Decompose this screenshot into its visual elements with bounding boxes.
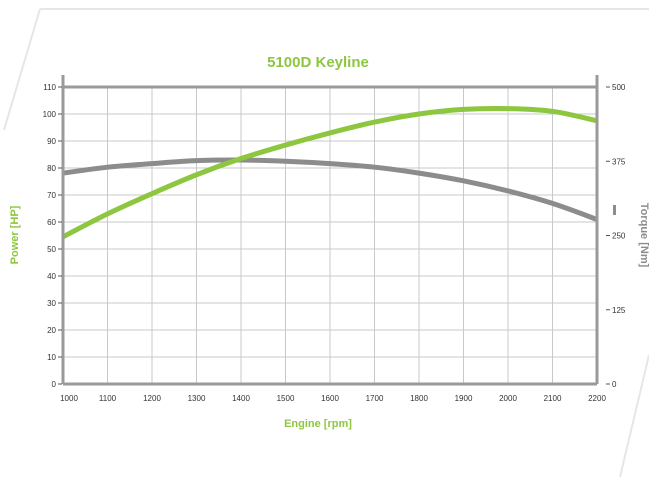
frame-left-slant	[3, 8, 41, 131]
x-axis-title: Engine [rpm]	[284, 418, 352, 430]
right-tick-label: 375	[612, 157, 626, 166]
x-axis-ticks: 1000 1100 1200 1300 1400 1500 1600 1700 1800 1900…	[60, 394, 606, 403]
plot-grid	[62, 86, 598, 385]
left-tick-label: 80	[47, 164, 56, 173]
right-axis-marker	[613, 205, 616, 215]
x-tick-label: 1600	[321, 394, 339, 403]
x-tick-label: 1500	[277, 394, 295, 403]
left-tick-label: 50	[47, 245, 56, 254]
right-axis-ticks: 0 125 250 375 500	[606, 83, 626, 389]
x-tick-label: 1100	[99, 394, 117, 403]
left-tick-label: 10	[47, 353, 56, 362]
decorative-frame	[3, 8, 649, 477]
x-tick-label: 2100	[544, 394, 562, 403]
chart-title: 5100D Keyline	[267, 54, 369, 71]
left-tick-label: 110	[43, 83, 56, 92]
power-series-line	[61, 105, 598, 240]
left-tick-label: 100	[43, 110, 57, 119]
x-tick-label: 1700	[366, 394, 384, 403]
x-tick-label: 2000	[499, 394, 517, 403]
left-tick-label: 30	[47, 299, 56, 308]
right-tick-label: 500	[612, 83, 626, 92]
left-tick-label: 70	[47, 191, 56, 200]
x-tick-label: 1400	[232, 394, 250, 403]
x-tick-label: 2200	[588, 394, 606, 403]
left-tick-label: 20	[47, 326, 56, 335]
right-tick-label: 125	[612, 306, 626, 315]
left-tick-label: 40	[47, 272, 56, 281]
series-layer	[61, 105, 598, 240]
left-tick-label: 90	[47, 137, 56, 146]
frame-right-slant	[619, 354, 649, 477]
right-axis-title: Torque [Nm]	[638, 203, 649, 268]
x-tick-label: 1300	[188, 394, 206, 403]
x-tick-label: 1800	[410, 394, 428, 403]
left-tick-label: 60	[47, 218, 56, 227]
right-tick-label: 0	[612, 380, 617, 389]
left-axis-title: Power [HP]	[9, 205, 21, 264]
left-axis-ticks: 0 10 20 30 40 50 60 70 80 90 100 110	[43, 83, 62, 389]
x-tick-label: 1000	[60, 394, 78, 403]
torque-series-line	[62, 157, 598, 222]
left-tick-label: 0	[52, 380, 57, 389]
x-tick-label: 1900	[455, 394, 473, 403]
right-tick-label: 250	[612, 232, 626, 241]
x-tick-label: 1200	[143, 394, 161, 403]
plot-frame	[61, 75, 599, 386]
